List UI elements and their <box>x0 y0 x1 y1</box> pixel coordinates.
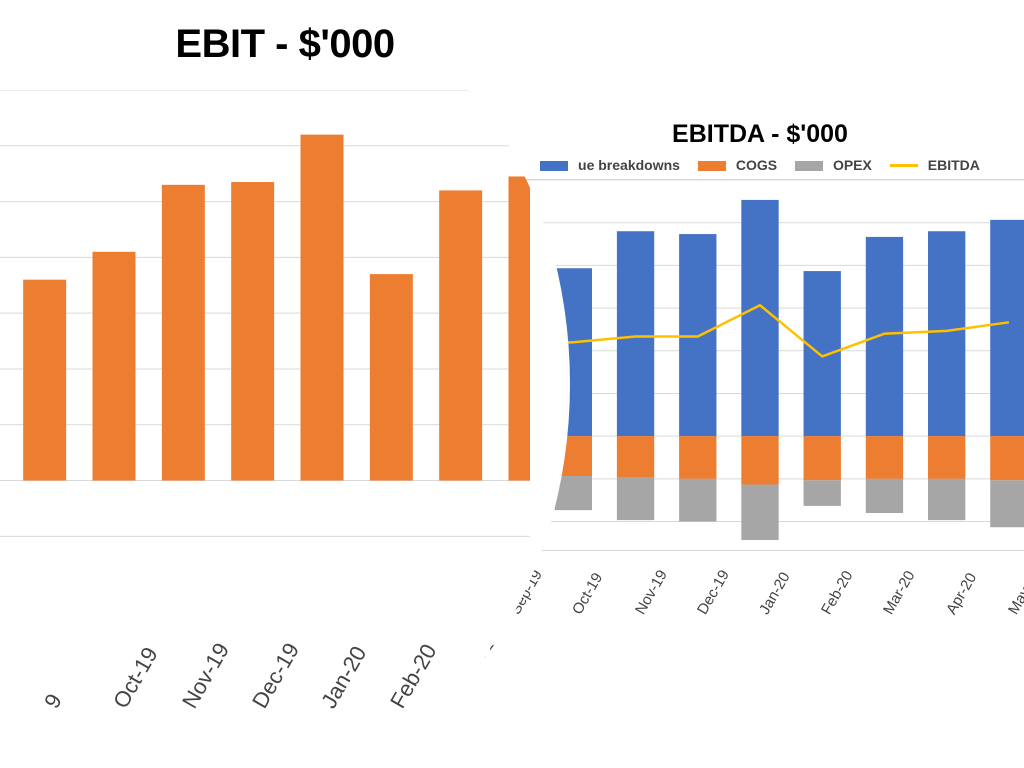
ebitda-xlabel: Dec-19 <box>694 567 733 617</box>
legend-swatch-opex <box>795 161 823 171</box>
ebit-xlabel: Mar-20 <box>455 640 512 713</box>
ebitda-bar-revenue <box>928 231 965 436</box>
ebitda-xlabel: Mar-20 <box>880 568 918 618</box>
ebit-bar <box>439 190 482 480</box>
legend-swatch-revenue <box>540 161 568 171</box>
ebit-svg <box>0 90 530 620</box>
ebitda-bar-opex <box>990 480 1024 527</box>
ebitda-bar-revenue <box>866 237 903 436</box>
ebit-bar <box>23 280 66 481</box>
ebit-xlabels: 9Oct-19Nov-19Dec-19Jan-20Feb-20Mar-20Apr… <box>0 630 530 750</box>
ebitda-legend: ue breakdowns COGS OPEX EBITDA <box>480 157 1024 173</box>
ebitda-xlabel: Apr-20 <box>943 570 980 617</box>
ebitda-bar-opex <box>679 479 716 522</box>
ebitda-bar-revenue <box>990 220 1024 436</box>
ebit-plot <box>0 90 530 620</box>
ebit-bar <box>93 252 136 481</box>
legend-label-cogs: COGS <box>736 157 777 173</box>
ebitda-bar-cogs <box>617 436 654 477</box>
legend-item-revenue: ue breakdowns <box>540 157 680 173</box>
ebitda-bar-opex <box>866 479 903 513</box>
ebit-xlabel: 9 <box>39 689 68 713</box>
ebitda-bar-opex <box>804 480 841 506</box>
ebitda-bar-cogs <box>990 436 1024 480</box>
chart-stage: EBITDA - $'000 ue breakdowns COGS OPEX E… <box>0 0 1024 768</box>
ebitda-bar-cogs <box>804 436 841 480</box>
ebitda-xlabel: Feb-20 <box>818 568 856 618</box>
legend-label-revenue: ue breakdowns <box>578 157 680 173</box>
ebitda-bar-opex <box>928 479 965 520</box>
ebitda-bar-revenue <box>679 234 716 436</box>
legend-item-ebitda: EBITDA <box>890 157 980 173</box>
ebitda-bar-cogs <box>866 436 903 479</box>
legend-swatch-ebitda <box>890 164 918 167</box>
ebit-xlabel: Nov-19 <box>177 639 235 713</box>
legend-item-opex: OPEX <box>795 157 872 173</box>
ebit-bar <box>370 274 413 480</box>
ebitda-xlabel: Jan-20 <box>756 569 794 617</box>
ebit-bar <box>509 176 530 480</box>
ebitda-bar-cogs <box>679 436 716 479</box>
ebitda-xlabel: Nov-19 <box>632 567 671 617</box>
ebit-xlabel: Dec-19 <box>247 639 305 713</box>
ebitda-xlabel: Oct-19 <box>569 570 606 617</box>
legend-item-cogs: COGS <box>698 157 777 173</box>
ebitda-bar-revenue <box>741 200 778 436</box>
ebit-bar <box>301 135 344 481</box>
ebitda-title: EBITDA - $'000 <box>480 120 1024 149</box>
ebit-xlabel: Jan-20 <box>316 642 372 713</box>
ebitda-bar-opex <box>741 485 778 541</box>
ebitda-bar-cogs <box>741 436 778 484</box>
ebitda-bar-revenue <box>617 231 654 436</box>
ebit-title: EBIT - $'000 <box>0 22 570 67</box>
ebitda-xlabel: May-20 <box>1005 566 1024 618</box>
ebit-chart-lens: EBIT - $'000 9 Oct-19Nov-19Dec-19Jan-20Fe… <box>0 0 570 768</box>
ebitda-bar-revenue <box>804 271 841 436</box>
legend-label-ebitda: EBITDA <box>928 157 980 173</box>
ebitda-bar-opex <box>617 477 654 520</box>
ebitda-xlabels: Sep-19Oct-19Nov-19Dec-19Jan-20Feb-20Mar-… <box>480 559 1024 649</box>
legend-swatch-cogs <box>698 161 726 171</box>
legend-label-opex: OPEX <box>833 157 872 173</box>
ebit-xlabel: Feb-20 <box>385 640 442 713</box>
ebit-xlabel: Oct-19 <box>108 643 164 713</box>
ebit-bar <box>162 185 205 481</box>
ebitda-bar-cogs <box>928 436 965 479</box>
ebit-bar <box>231 182 274 480</box>
